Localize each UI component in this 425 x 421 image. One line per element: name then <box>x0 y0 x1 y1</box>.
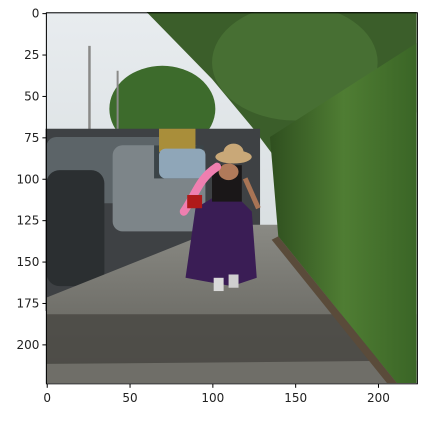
y-tick-label: 200 <box>16 338 39 352</box>
x-tick-label: 100 <box>201 391 224 405</box>
y-tick-label: 100 <box>16 172 39 186</box>
y-tick-label: 25 <box>24 48 39 62</box>
x-tick-label: 50 <box>122 391 137 405</box>
x-tick-label: 200 <box>367 391 390 405</box>
y-tick-label: 50 <box>24 89 39 103</box>
y-tick-label: 0 <box>32 7 40 21</box>
y-tick-label: 150 <box>16 255 39 269</box>
axes-frame <box>45 12 418 385</box>
y-tick-label: 125 <box>16 214 39 228</box>
photo <box>45 11 417 383</box>
y-tick-label: 75 <box>24 131 39 145</box>
y-tick-label: 175 <box>16 296 39 310</box>
x-tick-label: 150 <box>284 391 307 405</box>
x-tick-label: 0 <box>43 391 51 405</box>
